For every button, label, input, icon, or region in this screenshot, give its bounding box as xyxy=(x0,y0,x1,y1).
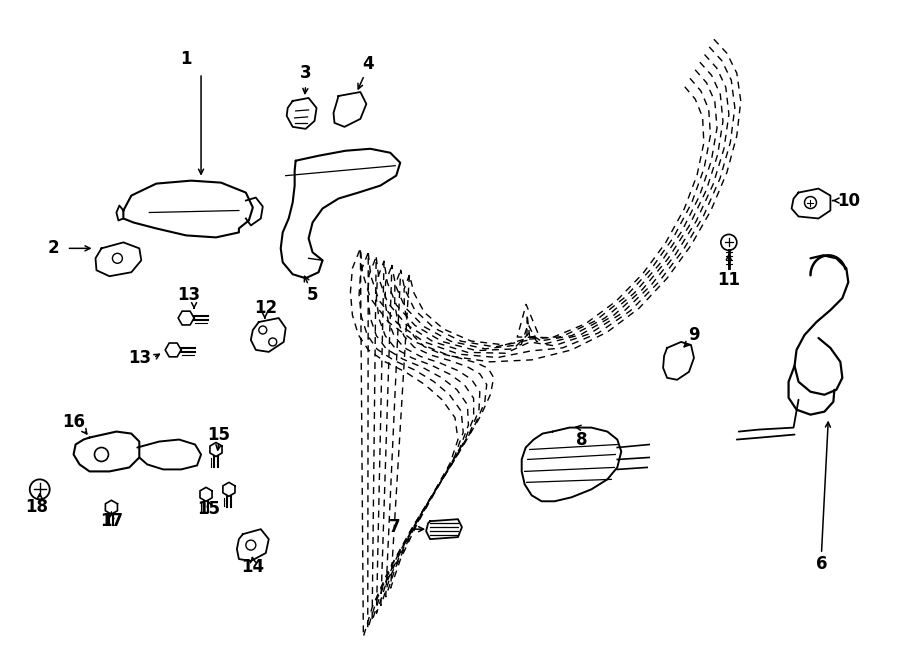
Text: 7: 7 xyxy=(389,518,400,536)
Text: 16: 16 xyxy=(62,412,86,430)
Text: 3: 3 xyxy=(300,64,311,82)
Text: 4: 4 xyxy=(363,55,374,73)
Text: 10: 10 xyxy=(837,191,859,210)
Text: 8: 8 xyxy=(576,430,587,449)
Text: 14: 14 xyxy=(241,558,265,576)
Text: 6: 6 xyxy=(815,555,827,573)
Text: 9: 9 xyxy=(688,326,700,344)
Text: 15: 15 xyxy=(208,426,230,444)
Text: 12: 12 xyxy=(254,299,277,317)
Text: 18: 18 xyxy=(25,498,49,516)
Text: 13: 13 xyxy=(177,286,201,304)
Text: 2: 2 xyxy=(48,240,59,258)
Text: 17: 17 xyxy=(100,512,123,530)
Text: 1: 1 xyxy=(180,50,192,68)
Text: 13: 13 xyxy=(128,349,151,367)
Text: 11: 11 xyxy=(717,271,741,289)
Text: 5: 5 xyxy=(307,286,319,304)
Text: 15: 15 xyxy=(197,500,220,518)
